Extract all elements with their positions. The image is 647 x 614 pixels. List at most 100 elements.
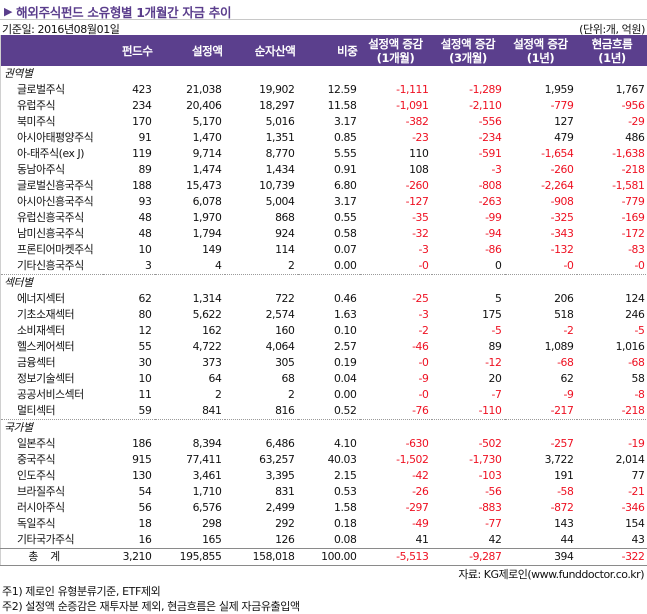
cell-change-1m: -76	[360, 403, 432, 420]
cell-weight: 1.58	[298, 500, 360, 516]
cell-net-assets: 158,018	[225, 549, 298, 566]
cell-cashflow-1y: 1,767	[577, 82, 647, 98]
header-line-1: 설정액 증감	[507, 37, 575, 51]
cell-weight: 0.53	[298, 484, 360, 500]
cell-setting-amount: 5,622	[155, 307, 225, 323]
group-header-row: 섹터별	[1, 275, 647, 292]
group-header-row: 국가별	[1, 420, 647, 437]
cell-change-1m: 41	[360, 532, 432, 549]
cell-change-1y: 127	[505, 114, 577, 130]
header-line-1: 설정액 증감	[362, 37, 430, 51]
row-name: 북미주식	[1, 114, 103, 130]
cell-change-1m: -0	[360, 258, 432, 275]
cell-fund-count: 119	[103, 146, 155, 162]
cell-setting-amount: 21,038	[155, 82, 225, 98]
header-net-assets: 순자산액	[225, 35, 298, 66]
cell-weight: 2.15	[298, 468, 360, 484]
cell-change-1y: -9	[505, 387, 577, 403]
cell-weight: 0.18	[298, 516, 360, 532]
cell-setting-amount: 1,474	[155, 162, 225, 178]
cell-change-1y: 206	[505, 291, 577, 307]
row-name: 기초소재섹터	[1, 307, 103, 323]
cell-fund-count: 3	[103, 258, 155, 275]
cell-change-1y: -217	[505, 403, 577, 420]
cell-setting-amount: 15,473	[155, 178, 225, 194]
cell-weight: 3.17	[298, 114, 360, 130]
cell-net-assets: 1,434	[225, 162, 298, 178]
cell-fund-count: 170	[103, 114, 155, 130]
row-name: 브라질주식	[1, 484, 103, 500]
cell-change-1y: 1,089	[505, 339, 577, 355]
cell-net-assets: 68	[225, 371, 298, 387]
cell-setting-amount: 6,078	[155, 194, 225, 210]
cell-change-3m: 5	[432, 291, 505, 307]
cell-change-1y: 191	[505, 468, 577, 484]
cell-setting-amount: 841	[155, 403, 225, 420]
cell-weight: 11.58	[298, 98, 360, 114]
cell-net-assets: 126	[225, 532, 298, 549]
header-line-1: 설정액 증감	[434, 37, 503, 51]
cell-change-1y: 479	[505, 130, 577, 146]
cell-cashflow-1y: -779	[577, 194, 647, 210]
cell-fund-count: 11	[103, 387, 155, 403]
row-name: 프론티어마켓주식	[1, 242, 103, 258]
row-name: 금융섹터	[1, 355, 103, 371]
cell-weight: 6.80	[298, 178, 360, 194]
cell-net-assets: 722	[225, 291, 298, 307]
cell-net-assets: 4,064	[225, 339, 298, 355]
cell-setting-amount: 1,710	[155, 484, 225, 500]
cell-fund-count: 10	[103, 371, 155, 387]
cell-setting-amount: 1,794	[155, 226, 225, 242]
cell-fund-count: 186	[103, 436, 155, 452]
cell-change-1y: 44	[505, 532, 577, 549]
group-label: 섹터별	[1, 275, 647, 292]
cell-cashflow-1y: 2,014	[577, 452, 647, 468]
cell-setting-amount: 1,470	[155, 130, 225, 146]
cell-change-3m: -808	[432, 178, 505, 194]
cell-change-1y: 62	[505, 371, 577, 387]
cell-cashflow-1y: -29	[577, 114, 647, 130]
cell-change-3m: -556	[432, 114, 505, 130]
row-name: 공공서비스섹터	[1, 387, 103, 403]
cell-fund-count: 188	[103, 178, 155, 194]
cell-setting-amount: 5,170	[155, 114, 225, 130]
row-name: 일본주식	[1, 436, 103, 452]
cell-change-1m: -3	[360, 242, 432, 258]
cell-net-assets: 19,902	[225, 82, 298, 98]
cell-cashflow-1y: -1,581	[577, 178, 647, 194]
cell-cashflow-1y: -172	[577, 226, 647, 242]
cell-net-assets: 1,351	[225, 130, 298, 146]
footnote-2: 주2) 설정액 순증감은 재투자분 제외, 현금흐름은 실제 자금유출입액	[2, 598, 300, 614]
cell-weight: 5.55	[298, 146, 360, 162]
cell-fund-count: 89	[103, 162, 155, 178]
cell-change-1y: -0	[505, 258, 577, 275]
cell-change-3m: 42	[432, 532, 505, 549]
header-name	[1, 35, 103, 66]
cell-fund-count: 59	[103, 403, 155, 420]
cell-setting-amount: 77,411	[155, 452, 225, 468]
cell-fund-count: 80	[103, 307, 155, 323]
cell-weight: 0.85	[298, 130, 360, 146]
header-fund-count: 펀드수	[103, 35, 155, 66]
cell-change-1m: -1,091	[360, 98, 432, 114]
cell-setting-amount: 165	[155, 532, 225, 549]
cell-change-3m: -591	[432, 146, 505, 162]
cell-cashflow-1y: -21	[577, 484, 647, 500]
cell-change-1m: 110	[360, 146, 432, 162]
cell-net-assets: 3,395	[225, 468, 298, 484]
cell-change-1m: 108	[360, 162, 432, 178]
cell-weight: 0.00	[298, 258, 360, 275]
cell-change-3m: -94	[432, 226, 505, 242]
cell-cashflow-1y: 486	[577, 130, 647, 146]
cell-fund-count: 234	[103, 98, 155, 114]
cell-change-3m: -2,110	[432, 98, 505, 114]
